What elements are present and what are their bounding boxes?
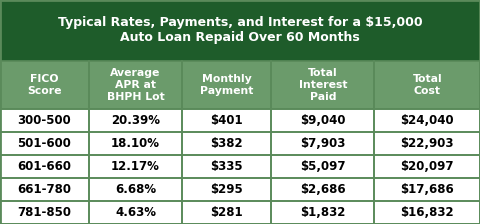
Text: $5,097: $5,097	[300, 160, 346, 173]
Bar	[89, 178, 182, 201]
Text: 601-660: 601-660	[17, 160, 72, 173]
Bar	[0, 61, 480, 109]
Bar	[271, 201, 374, 224]
Bar	[0, 109, 480, 132]
Text: $1,832: $1,832	[300, 206, 346, 219]
Bar	[0, 109, 89, 132]
Bar	[89, 132, 182, 155]
Text: 18.10%: 18.10%	[111, 137, 160, 150]
Text: Typical Rates, Payments, and Interest for a $15,000
Auto Loan Repaid Over 60 Mon: Typical Rates, Payments, and Interest fo…	[58, 16, 422, 44]
Text: $382: $382	[211, 137, 243, 150]
Bar	[89, 155, 182, 178]
Bar	[89, 201, 182, 224]
Bar	[182, 132, 271, 155]
Text: $22,903: $22,903	[400, 137, 454, 150]
Text: $16,832: $16,832	[400, 206, 454, 219]
Bar	[0, 201, 89, 224]
Text: 501-600: 501-600	[17, 137, 72, 150]
Text: $17,686: $17,686	[400, 183, 454, 196]
Text: $2,686: $2,686	[300, 183, 346, 196]
Text: 12.17%: 12.17%	[111, 160, 160, 173]
Bar	[89, 61, 182, 109]
Bar	[0, 132, 89, 155]
Bar	[0, 178, 89, 201]
Text: $9,040: $9,040	[300, 114, 346, 127]
Text: $281: $281	[211, 206, 243, 219]
Bar	[182, 201, 271, 224]
Text: 6.68%: 6.68%	[115, 183, 156, 196]
Bar	[374, 178, 480, 201]
Bar	[0, 0, 480, 61]
Bar	[0, 178, 480, 201]
Bar	[0, 201, 480, 224]
Bar	[0, 132, 480, 155]
Text: 661-780: 661-780	[17, 183, 72, 196]
Bar	[0, 155, 89, 178]
Bar	[374, 61, 480, 109]
Text: $20,097: $20,097	[400, 160, 454, 173]
Text: FICO
Score: FICO Score	[27, 74, 61, 96]
Bar	[0, 155, 480, 178]
Text: $295: $295	[210, 183, 243, 196]
Bar	[182, 61, 271, 109]
Bar	[271, 178, 374, 201]
Text: $335: $335	[211, 160, 243, 173]
Text: 20.39%: 20.39%	[111, 114, 160, 127]
Bar	[271, 132, 374, 155]
Bar	[374, 132, 480, 155]
Text: $7,903: $7,903	[300, 137, 346, 150]
Text: 781-850: 781-850	[17, 206, 72, 219]
Bar	[182, 109, 271, 132]
Bar	[271, 109, 374, 132]
Bar	[374, 155, 480, 178]
Text: $24,040: $24,040	[400, 114, 454, 127]
Bar	[0, 61, 89, 109]
Bar	[271, 155, 374, 178]
Bar	[374, 201, 480, 224]
Text: $401: $401	[211, 114, 243, 127]
Text: Monthly
Payment: Monthly Payment	[200, 74, 253, 96]
Bar	[89, 109, 182, 132]
Bar	[271, 61, 374, 109]
Bar	[374, 109, 480, 132]
Bar	[182, 178, 271, 201]
Text: Total
Cost: Total Cost	[412, 74, 442, 96]
Bar	[182, 155, 271, 178]
Text: 300-500: 300-500	[18, 114, 71, 127]
Text: Average
APR at
BHPH Lot: Average APR at BHPH Lot	[107, 68, 165, 102]
Text: 4.63%: 4.63%	[115, 206, 156, 219]
Text: Total
Interest
Paid: Total Interest Paid	[299, 68, 347, 102]
